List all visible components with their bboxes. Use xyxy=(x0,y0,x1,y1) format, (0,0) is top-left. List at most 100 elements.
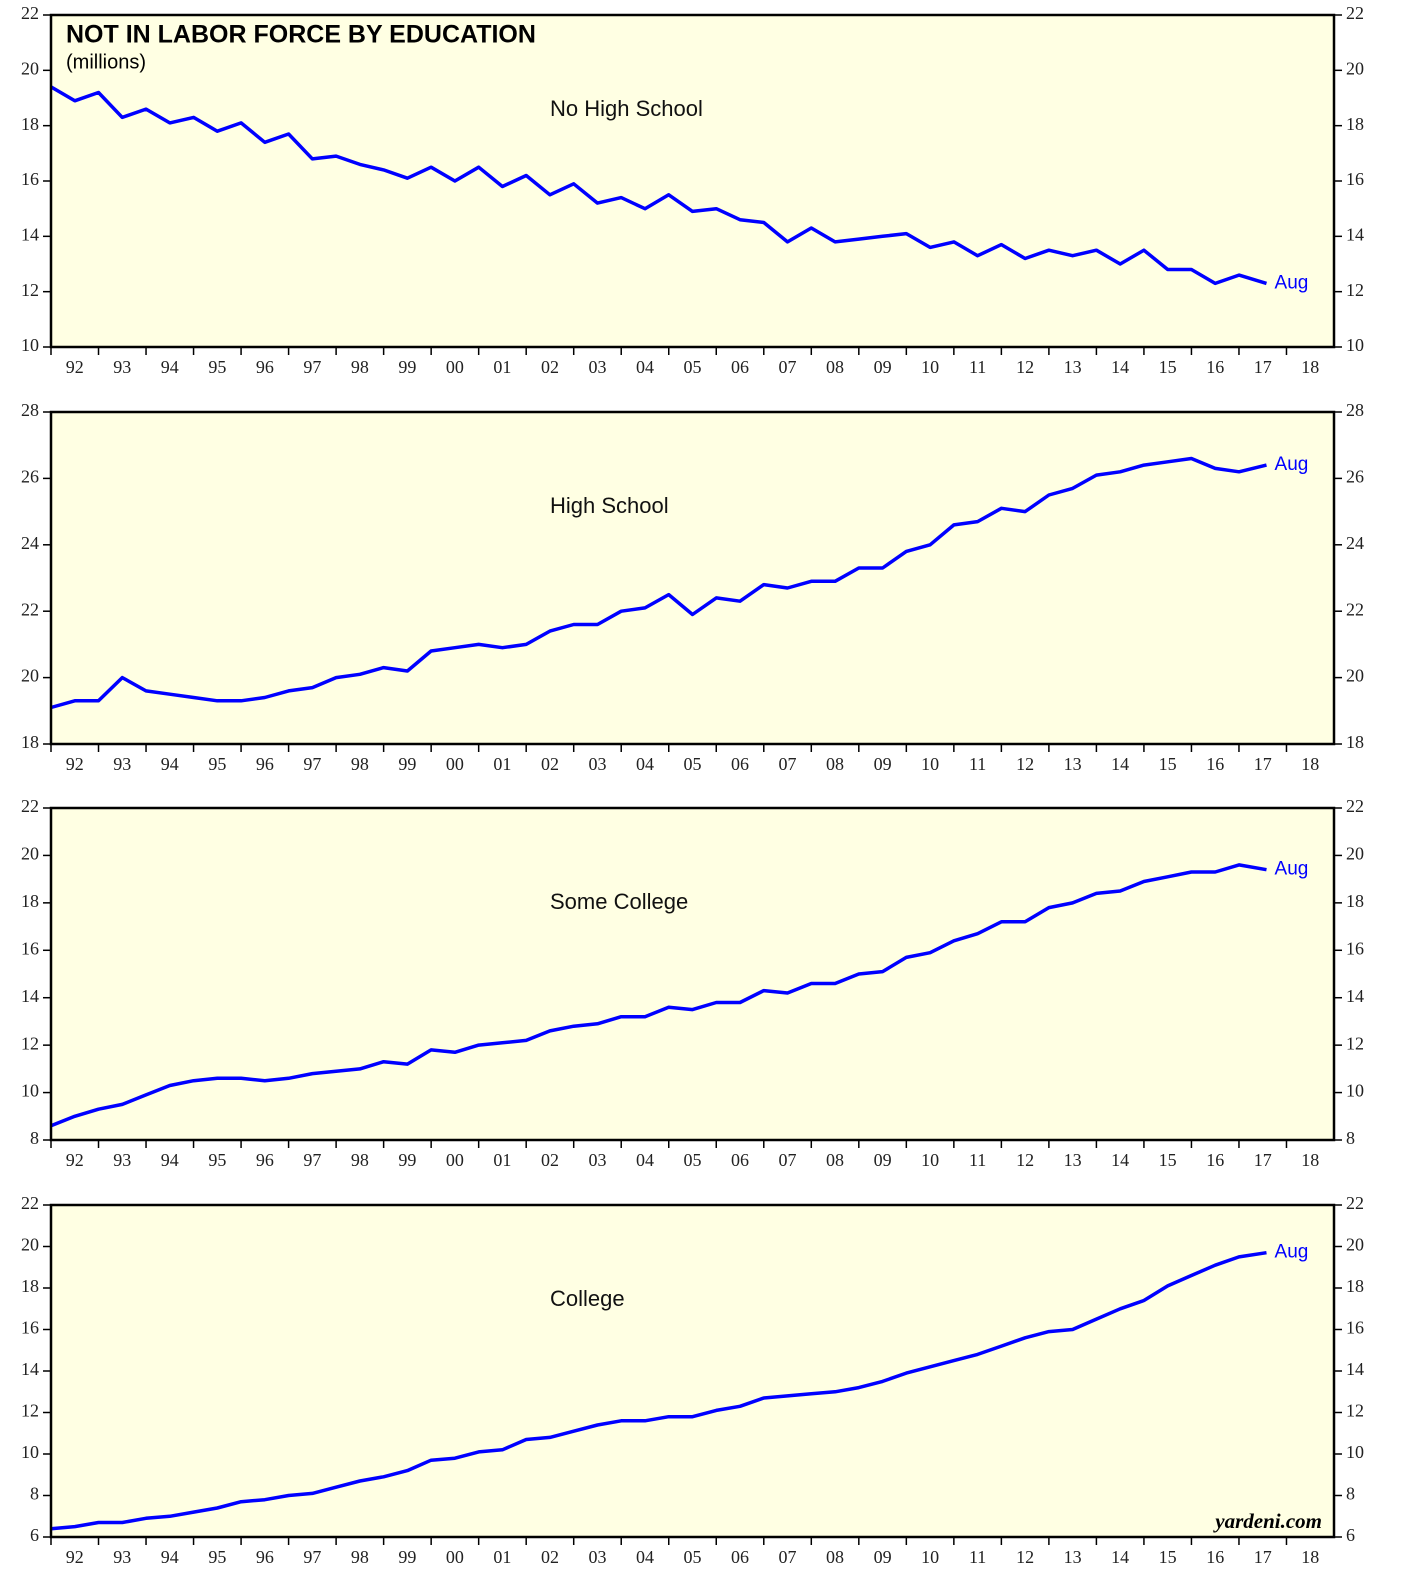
x-tick-label: 92 xyxy=(66,1150,84,1170)
x-tick-label: 04 xyxy=(636,357,654,377)
y-tick-label: 28 xyxy=(21,400,39,420)
x-tick-label: 97 xyxy=(303,1150,321,1170)
y2-tick-label: 12 xyxy=(1346,1033,1364,1053)
x-tick-label: 02 xyxy=(541,357,559,377)
x-tick-label: 95 xyxy=(208,1547,226,1567)
y-tick-label: 10 xyxy=(21,1081,39,1101)
x-tick-label: 09 xyxy=(874,1547,892,1567)
x-tick-label: 13 xyxy=(1064,754,1082,774)
x-tick-label: 06 xyxy=(731,1547,749,1567)
x-tick-label: 14 xyxy=(1111,1150,1129,1170)
data-line xyxy=(50,85,1268,286)
x-tick-label: 11 xyxy=(969,1150,986,1170)
x-tick-label: 10 xyxy=(921,357,939,377)
x-tick-label: 96 xyxy=(256,1547,274,1567)
x-tick-label: 94 xyxy=(161,754,179,774)
x-tick-label: 00 xyxy=(446,357,464,377)
y2-tick-label: 16 xyxy=(1346,1318,1364,1338)
y-tick-label: 16 xyxy=(21,169,39,189)
y-tick-label: 6 xyxy=(30,1525,39,1545)
y-tick-label: 18 xyxy=(21,1276,39,1296)
x-tick-label: 10 xyxy=(921,754,939,774)
panel-title: Some College xyxy=(550,889,688,914)
y-tick-label: 10 xyxy=(21,1442,39,1462)
x-tick-label: 95 xyxy=(208,754,226,774)
x-tick-label: 05 xyxy=(684,357,702,377)
y-tick-label: 16 xyxy=(21,1318,39,1338)
y-tick-label: 8 xyxy=(30,1484,39,1504)
panels: 10 10 12 12 14 14 16 16 18 18 20 20 22 22 92 93 94 95 96 97… xyxy=(21,3,1364,1567)
plot-frame xyxy=(49,13,1336,349)
x-tick-label: 01 xyxy=(493,754,511,774)
y2-tick-label: 18 xyxy=(1346,114,1364,134)
x-tick-label: 02 xyxy=(541,754,559,774)
x-tick-label: 95 xyxy=(208,357,226,377)
x-tick-label: 98 xyxy=(351,1547,369,1567)
y-tick-label: 12 xyxy=(21,280,39,300)
y-tick-label: 24 xyxy=(21,533,39,553)
x-tick-label: 15 xyxy=(1159,1547,1177,1567)
annotation: Aug xyxy=(1275,1242,1309,1263)
annotation: Aug xyxy=(1275,272,1309,293)
y2-tick-label: 28 xyxy=(1346,400,1364,420)
y2-tick-label: 22 xyxy=(1346,3,1364,23)
y2-tick-label: 20 xyxy=(1346,666,1364,686)
x-tick-label: 97 xyxy=(303,1547,321,1567)
x-tick-label: 01 xyxy=(493,357,511,377)
y2-tick-label: 10 xyxy=(1346,1442,1364,1462)
x-tick-label: 03 xyxy=(588,754,606,774)
y-tick-label: 20 xyxy=(21,1235,39,1255)
x-tick-label: 98 xyxy=(351,1150,369,1170)
plot-area xyxy=(51,1205,1334,1537)
x-tick-label: 07 xyxy=(779,1547,797,1567)
x-tick-label: 92 xyxy=(66,754,84,774)
x-tick-label: 11 xyxy=(969,357,986,377)
y2-tick-label: 26 xyxy=(1346,467,1364,487)
y-tick-label: 22 xyxy=(21,1193,39,1213)
x-tick-label: 95 xyxy=(208,1150,226,1170)
y2-tick-label: 20 xyxy=(1346,1235,1364,1255)
x-tick-label: 98 xyxy=(351,754,369,774)
x-tick-label: 13 xyxy=(1064,1547,1082,1567)
x-tick-label: 04 xyxy=(636,1547,654,1567)
x-tick-label: 00 xyxy=(446,1150,464,1170)
y-tick-label: 10 xyxy=(21,335,39,355)
y2-tick-label: 6 xyxy=(1346,1525,1355,1545)
y2-tick-label: 8 xyxy=(1346,1484,1355,1504)
y2-tick-label: 14 xyxy=(1346,224,1364,244)
y-tick-label: 22 xyxy=(21,3,39,23)
panel-title: No High School xyxy=(550,96,703,121)
y2-tick-label: 20 xyxy=(1346,844,1364,864)
x-tick-label: 18 xyxy=(1301,1150,1319,1170)
x-tick-label: 10 xyxy=(921,1547,939,1567)
x-tick-label: 11 xyxy=(969,754,986,774)
x-tick-label: 05 xyxy=(684,1150,702,1170)
y-tick-label: 16 xyxy=(21,938,39,958)
x-tick-label: 93 xyxy=(113,1150,131,1170)
plot-frame xyxy=(49,806,1336,1142)
x-tick-label: 07 xyxy=(779,1150,797,1170)
plot-area xyxy=(51,15,1334,347)
x-tick-label: 08 xyxy=(826,1150,844,1170)
panel-title: College xyxy=(550,1286,625,1311)
x-tick-label: 14 xyxy=(1111,357,1129,377)
x-tick-label: 99 xyxy=(398,754,416,774)
y2-tick-label: 18 xyxy=(1346,732,1364,752)
x-tick-label: 92 xyxy=(66,357,84,377)
x-tick-label: 16 xyxy=(1206,754,1224,774)
y2-tick-label: 14 xyxy=(1346,1359,1364,1379)
x-tick-label: 07 xyxy=(779,357,797,377)
x-tick-label: 17 xyxy=(1254,754,1272,774)
x-tick-label: 06 xyxy=(731,1150,749,1170)
x-tick-label: 15 xyxy=(1159,357,1177,377)
x-tick-label: 16 xyxy=(1206,1547,1224,1567)
x-tick-label: 17 xyxy=(1254,1150,1272,1170)
plot-frame xyxy=(49,1203,1336,1539)
x-tick-label: 14 xyxy=(1111,1547,1129,1567)
annotation: Aug xyxy=(1275,859,1309,880)
y2-tick-label: 16 xyxy=(1346,169,1364,189)
y2-tick-label: 16 xyxy=(1346,938,1364,958)
x-tick-label: 18 xyxy=(1301,1547,1319,1567)
x-tick-label: 08 xyxy=(826,357,844,377)
x-tick-label: 17 xyxy=(1254,1547,1272,1567)
